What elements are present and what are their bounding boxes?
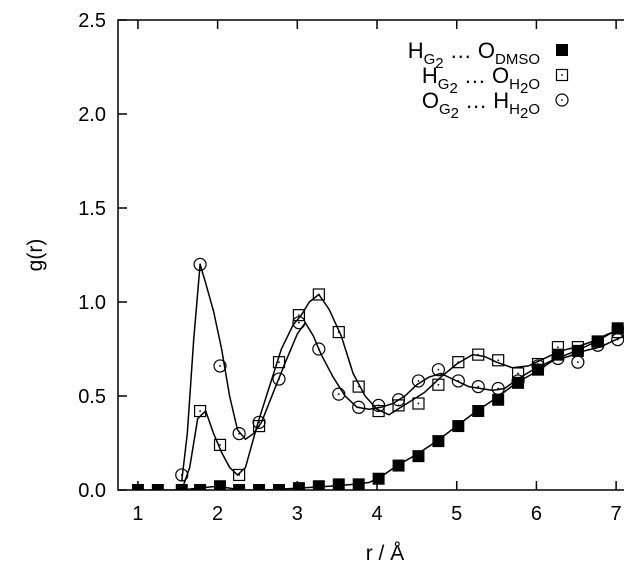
x-tick-label: 1 <box>132 503 143 525</box>
series-3-point <box>213 359 227 373</box>
y-tick-label: 0.0 <box>78 480 106 502</box>
series-3-point <box>232 427 246 441</box>
series-3-point <box>491 381 505 396</box>
plot-area <box>117 19 624 491</box>
series-2-point <box>252 419 266 433</box>
x-tick-label: 6 <box>531 503 542 525</box>
series-2-point <box>292 309 306 322</box>
series-2-point <box>272 356 286 369</box>
series-2-point <box>233 468 246 482</box>
series-2-point <box>213 438 227 451</box>
series-3-point <box>272 372 286 386</box>
series-2-point <box>492 354 505 367</box>
series-3-point <box>431 363 445 377</box>
y-tick-label: 0.5 <box>78 386 106 408</box>
legend-label-2: HG2 … OH2O <box>422 63 540 97</box>
series-3-point <box>252 415 266 429</box>
series-1-line <box>137 327 624 490</box>
series-2-point <box>412 397 425 410</box>
series-2-point <box>452 356 465 369</box>
series-1-point <box>432 435 445 448</box>
series-3-point <box>292 316 306 330</box>
series-1-point <box>151 484 164 490</box>
series-1-point <box>233 484 246 490</box>
series-3-point <box>551 351 565 365</box>
series-1-point <box>272 484 285 490</box>
series-1-point <box>312 480 325 490</box>
series-3-point <box>471 380 485 394</box>
series-3-line <box>181 264 624 481</box>
series-1-point <box>131 484 144 490</box>
y-tick-label: 1.0 <box>78 292 106 314</box>
series-2-point <box>472 348 485 361</box>
series-1-point <box>551 348 564 361</box>
legend-label-3: OG2 … HH2O <box>422 88 540 122</box>
series-1-point <box>452 420 465 433</box>
y-axis-title: g(r) <box>24 239 47 272</box>
y-tick-label: 1.5 <box>78 198 106 220</box>
series-1-point <box>372 472 385 485</box>
series-2-point <box>591 335 604 348</box>
series-lines <box>137 264 624 490</box>
series-1-point <box>175 484 188 490</box>
legend-marker-1 <box>556 44 568 56</box>
legend-label-1: HG2 … ODMSO <box>408 38 540 72</box>
series-1-point <box>472 405 485 418</box>
series-2-point <box>312 288 325 301</box>
series-3-point <box>332 387 346 401</box>
x-tick-label: 2 <box>212 503 223 525</box>
legend-marker-3 <box>555 93 569 107</box>
series-2-point <box>432 378 445 391</box>
series-2-point <box>511 367 525 380</box>
series-2-point <box>352 380 365 393</box>
series-1-point <box>352 478 365 490</box>
series-1-point <box>194 484 207 490</box>
y-tick-label: 2.0 <box>78 104 106 126</box>
y-tick-label: 2.5 <box>78 10 106 32</box>
series-3-point <box>372 398 386 412</box>
x-axis-title: r / Å <box>366 542 405 565</box>
series-2-point <box>571 341 584 354</box>
series-2-point <box>332 325 345 339</box>
series-1-point <box>292 482 305 490</box>
x-tick-label: 7 <box>611 503 622 525</box>
x-tick-label: 3 <box>292 503 303 525</box>
series-3-point <box>352 400 366 414</box>
series-1-point <box>253 484 266 490</box>
series-1-point <box>392 459 405 472</box>
x-tick-label: 5 <box>451 503 462 525</box>
series-1-point <box>332 478 345 490</box>
series-1-point <box>412 450 425 463</box>
series-2-point <box>551 341 565 354</box>
series-3-point <box>391 393 406 407</box>
series-3-point <box>531 359 545 373</box>
series-3-point <box>451 374 465 388</box>
series-3-point <box>193 257 207 271</box>
series-points <box>131 257 624 490</box>
series-3-point <box>511 374 525 388</box>
series-3-point <box>312 342 326 356</box>
axis-ticks: 1 2 3 4 5 6 7 0.0 0.5 1.0 1.5 2.0 2.5 <box>78 10 622 525</box>
series-1-point <box>214 480 227 490</box>
x-tick-label: 4 <box>371 503 382 525</box>
series-2-point <box>193 404 207 418</box>
series-2-point <box>611 325 624 339</box>
series-3-point <box>571 355 585 369</box>
series-1-point <box>492 393 505 406</box>
plot-frame <box>117 19 624 491</box>
series-3-point <box>411 374 426 388</box>
series-3-point <box>175 468 189 482</box>
series-3-point <box>591 338 605 352</box>
legend-marker-2 <box>555 68 569 82</box>
